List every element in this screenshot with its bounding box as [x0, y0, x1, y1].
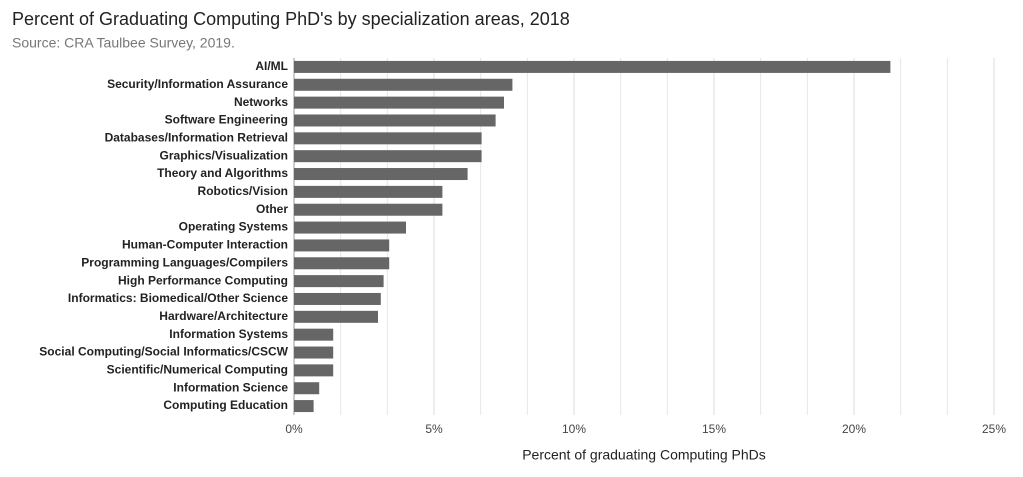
chart-title: Percent of Graduating Computing PhD's by… — [12, 9, 570, 29]
y-tick-label: AI/ML — [255, 59, 288, 73]
x-tick-label: 0% — [285, 422, 303, 436]
y-tick-label: Information Systems — [169, 327, 288, 341]
bar — [294, 310, 378, 323]
y-tick-label: Hardware/Architecture — [159, 309, 288, 323]
bar — [294, 60, 891, 73]
bar — [294, 168, 468, 181]
bar — [294, 346, 334, 359]
bar — [294, 221, 406, 234]
y-tick-label: Graphics/Visualization — [160, 148, 288, 162]
y-tick-label: High Performance Computing — [118, 273, 288, 287]
bar — [294, 400, 314, 413]
x-tick-label: 10% — [562, 422, 586, 436]
y-tick-label: Programming Languages/Compilers — [81, 255, 288, 269]
x-tick-label: 5% — [425, 422, 443, 436]
y-tick-label: Information Science — [173, 380, 288, 394]
y-tick-label: Social Computing/Social Informatics/CSCW — [39, 345, 288, 359]
y-tick-label: Networks — [234, 95, 288, 109]
x-tick-label: 15% — [702, 422, 726, 436]
bar — [294, 114, 496, 127]
bar — [294, 203, 443, 216]
bar — [294, 275, 384, 288]
bar — [294, 96, 504, 109]
y-tick-label: Scientific/Numerical Computing — [107, 363, 288, 377]
y-tick-label: Software Engineering — [165, 113, 288, 127]
y-tick-label: Operating Systems — [179, 220, 289, 234]
y-tick-label: Human-Computer Interaction — [122, 238, 288, 252]
y-tick-label: Other — [256, 202, 288, 216]
x-axis-title: Percent of graduating Computing PhDs — [522, 447, 766, 463]
y-tick-label: Computing Education — [163, 398, 288, 412]
bar — [294, 239, 390, 252]
bar — [294, 150, 482, 163]
chart-subtitle: Source: CRA Taulbee Survey, 2019. — [12, 35, 235, 51]
y-tick-label: Databases/Information Retrieval — [105, 130, 288, 144]
bar — [294, 185, 443, 198]
bar — [294, 132, 482, 145]
bar — [294, 78, 513, 91]
x-tick-label: 20% — [842, 422, 866, 436]
y-tick-label: Informatics: Biomedical/Other Science — [68, 291, 288, 305]
bar — [294, 292, 381, 305]
y-tick-label: Security/Information Assurance — [107, 77, 288, 91]
bar — [294, 328, 334, 341]
x-tick-label: 25% — [982, 422, 1006, 436]
y-tick-label: Robotics/Vision — [198, 184, 288, 198]
bar — [294, 382, 320, 395]
y-tick-label: Theory and Algorithms — [157, 166, 288, 180]
bar — [294, 257, 390, 270]
bar — [294, 364, 334, 377]
